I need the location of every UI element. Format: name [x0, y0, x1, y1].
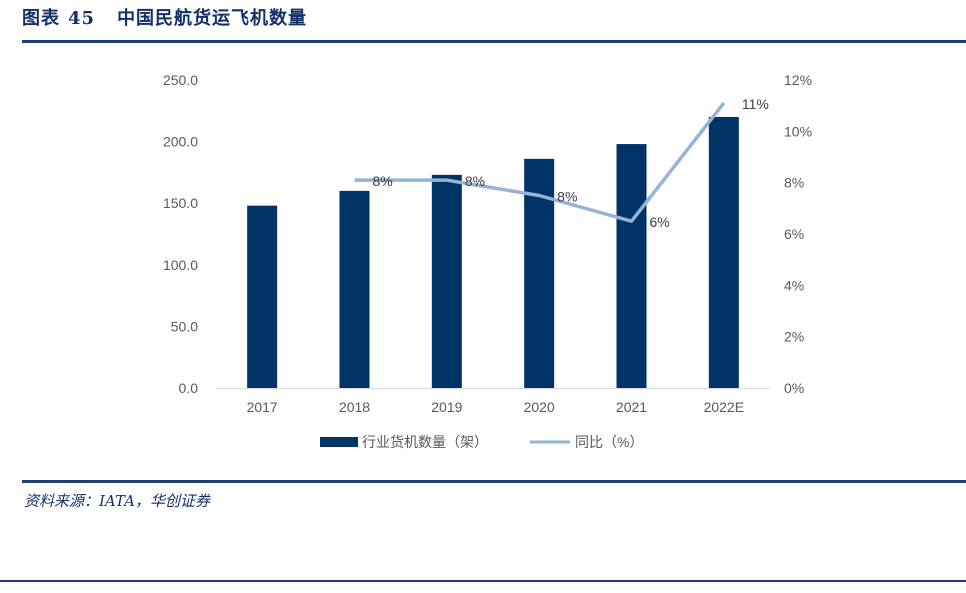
left-axis: 0.0 50.0 100.0 150.0 200.0 250.0: [163, 72, 198, 396]
left-tick-label: 100.0: [163, 257, 198, 273]
bar-2019: [431, 174, 462, 388]
yoy-data-label: 8%: [557, 189, 577, 205]
legend-line-label: 同比（%）: [575, 434, 643, 450]
yoy-data-label: 8%: [465, 173, 485, 189]
x-axis: 2017 2018 2019 2020 2021 2022E: [247, 399, 744, 415]
bar-2022E: [708, 116, 739, 389]
combo-chart: 0.0 50.0 100.0 150.0 200.0 250.0 0% 2% 4% 6% 8% 10…: [163, 72, 812, 450]
yoy-data-label: 11%: [742, 96, 769, 112]
right-tick-label: 4%: [784, 277, 804, 293]
figure-title: 图表 45 中国民航货运飞机数量: [22, 4, 307, 34]
right-tick-label: 8%: [784, 175, 804, 191]
yoy-data-label: 6%: [650, 214, 670, 230]
line-series: 8% 8% 8% 6% 11%: [354, 96, 769, 230]
x-tick-label: 2017: [247, 399, 278, 415]
right-tick-label: 2%: [784, 329, 804, 345]
legend: 行业货机数量（架） 同比（%）: [320, 434, 643, 450]
left-tick-label: 50.0: [171, 318, 198, 334]
legend-bar-swatch: [320, 437, 358, 447]
figure-number: 45: [68, 8, 96, 29]
legend-bar-label: 行业货机数量（架）: [362, 434, 488, 450]
right-tick-label: 0%: [784, 380, 804, 396]
bar-2018: [339, 190, 370, 388]
title-rule: [22, 40, 966, 43]
yoy-data-label: 8%: [373, 173, 393, 189]
left-tick-label: 250.0: [163, 72, 198, 88]
bar-2021: [616, 144, 647, 388]
bar-series: [247, 116, 739, 389]
source-rule: [22, 480, 966, 483]
right-axis: 0% 2% 4% 6% 8% 10% 12%: [784, 72, 812, 396]
left-tick-label: 150.0: [163, 195, 198, 211]
bar-2017: [247, 205, 278, 388]
right-tick-label: 12%: [784, 72, 812, 88]
x-tick-label: 2020: [524, 399, 555, 415]
right-tick-label: 10%: [784, 123, 812, 139]
figure-label: 图表: [22, 8, 60, 29]
x-tick-label: 2019: [431, 399, 462, 415]
footer-rule: [0, 580, 966, 582]
x-tick-label: 2021: [616, 399, 647, 415]
left-tick-label: 0.0: [179, 380, 199, 396]
source-note: 资料来源：IATA，华创证券: [24, 492, 210, 510]
figure-title-text: 中国民航货运飞机数量: [117, 8, 308, 29]
x-tick-label: 2018: [339, 399, 370, 415]
right-tick-label: 6%: [784, 226, 804, 242]
x-tick-label: 2022E: [704, 399, 744, 415]
yoy-line: [354, 102, 726, 223]
left-tick-label: 200.0: [163, 134, 198, 150]
